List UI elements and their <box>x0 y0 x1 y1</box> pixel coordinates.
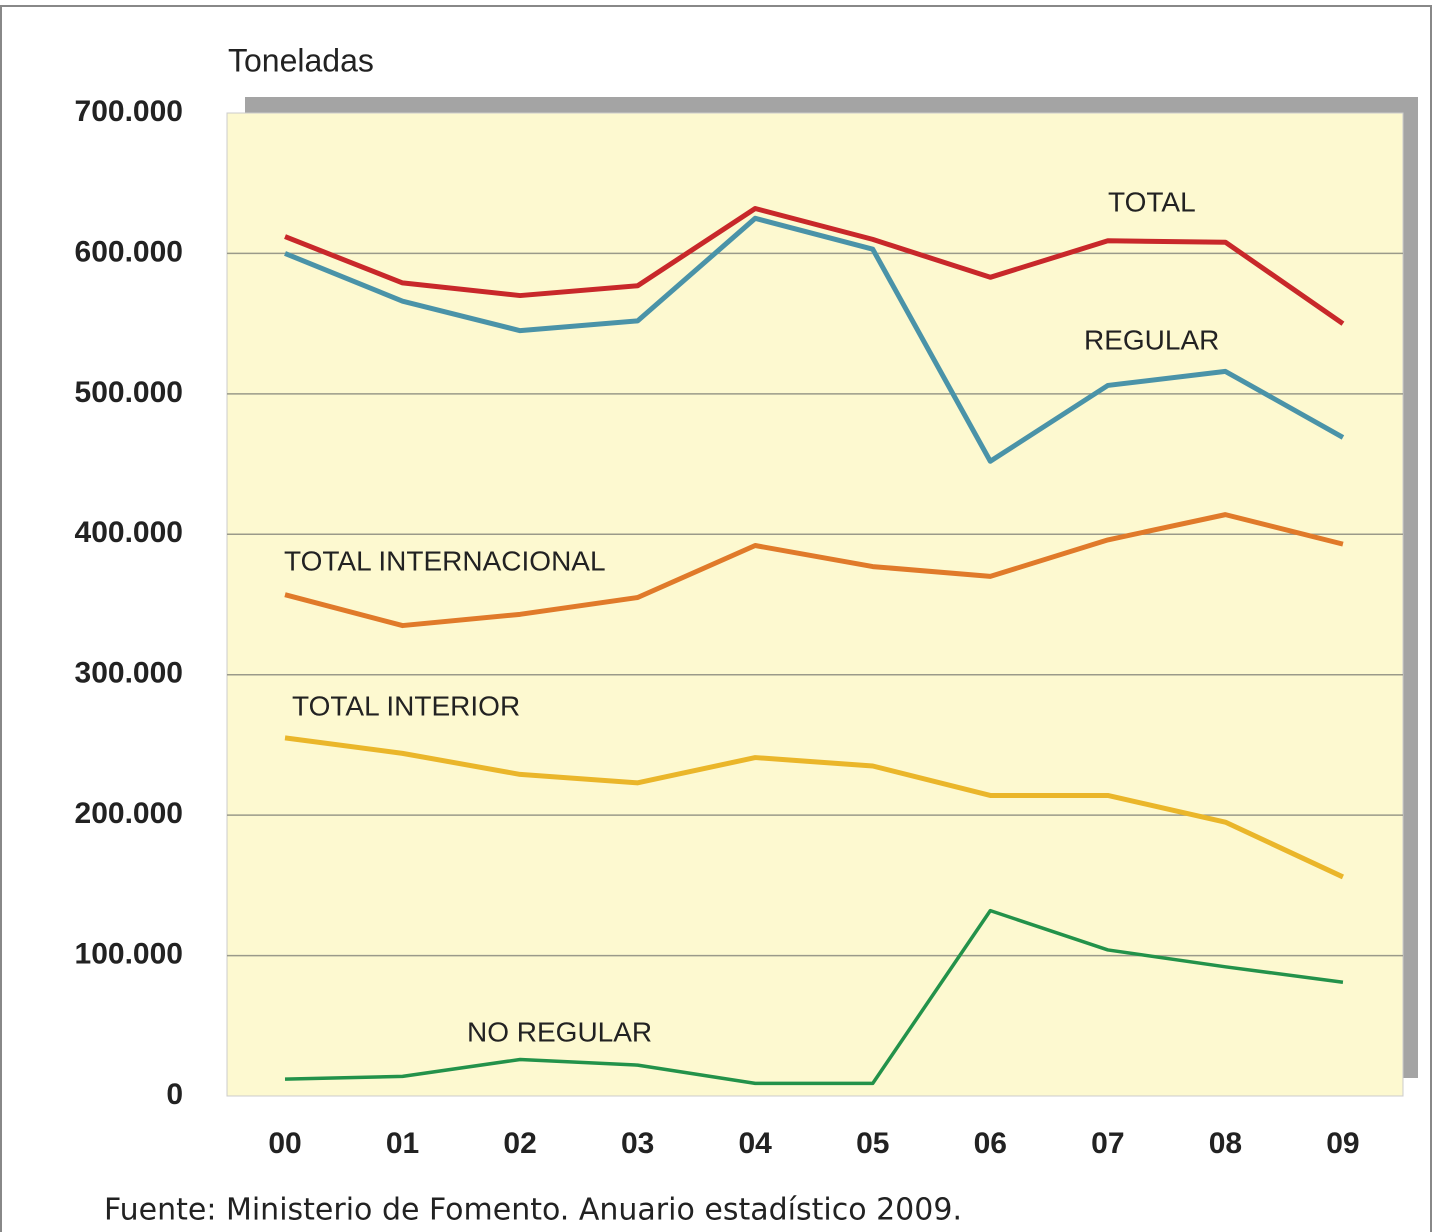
x-tick-label: 03 <box>621 1127 654 1160</box>
series-line <box>284 908 1344 1086</box>
series-label: NO REGULAR <box>467 1016 652 1047</box>
x-tick-label: 05 <box>856 1127 889 1160</box>
series-label: TOTAL <box>1108 186 1196 217</box>
series-line <box>284 735 1345 880</box>
y-tick-label: 500.000 <box>75 376 183 409</box>
x-tick-label: 04 <box>739 1127 773 1160</box>
source: Fuente: Ministerio de Fomento. Anuario e… <box>104 1193 962 1228</box>
x-tick-label: 08 <box>1209 1127 1242 1160</box>
x-tick-label: 01 <box>386 1127 419 1160</box>
y-tick-label: 200.000 <box>75 797 183 830</box>
x-tick-label: 09 <box>1326 1127 1359 1160</box>
series-label: REGULAR <box>1084 324 1219 355</box>
y-tick-label: 600.000 <box>75 235 183 268</box>
x-tick-label: 02 <box>503 1127 536 1160</box>
y-tick-label: 700.000 <box>75 95 183 128</box>
y-tick-label: 100.000 <box>75 937 183 970</box>
series-line <box>284 215 1345 464</box>
y-tick-label: 400.000 <box>75 516 183 549</box>
y-tick-label: 0 <box>166 1078 183 1111</box>
shadow-right <box>1403 97 1418 1078</box>
x-tick-label: 07 <box>1091 1127 1124 1160</box>
shadow-top <box>245 97 1418 113</box>
y-axis-label: Toneladas <box>228 42 374 78</box>
x-tick-label: 06 <box>974 1127 1007 1160</box>
frame <box>0 5 1432 1232</box>
series-label: TOTAL INTERIOR <box>292 690 520 721</box>
plot-area <box>226 112 1404 1097</box>
series-line <box>284 205 1345 326</box>
series-label: TOTAL INTERNACIONAL <box>284 545 606 576</box>
x-tick-label: 00 <box>268 1127 301 1160</box>
series-line <box>284 512 1344 629</box>
y-tick-label: 300.000 <box>75 657 183 690</box>
